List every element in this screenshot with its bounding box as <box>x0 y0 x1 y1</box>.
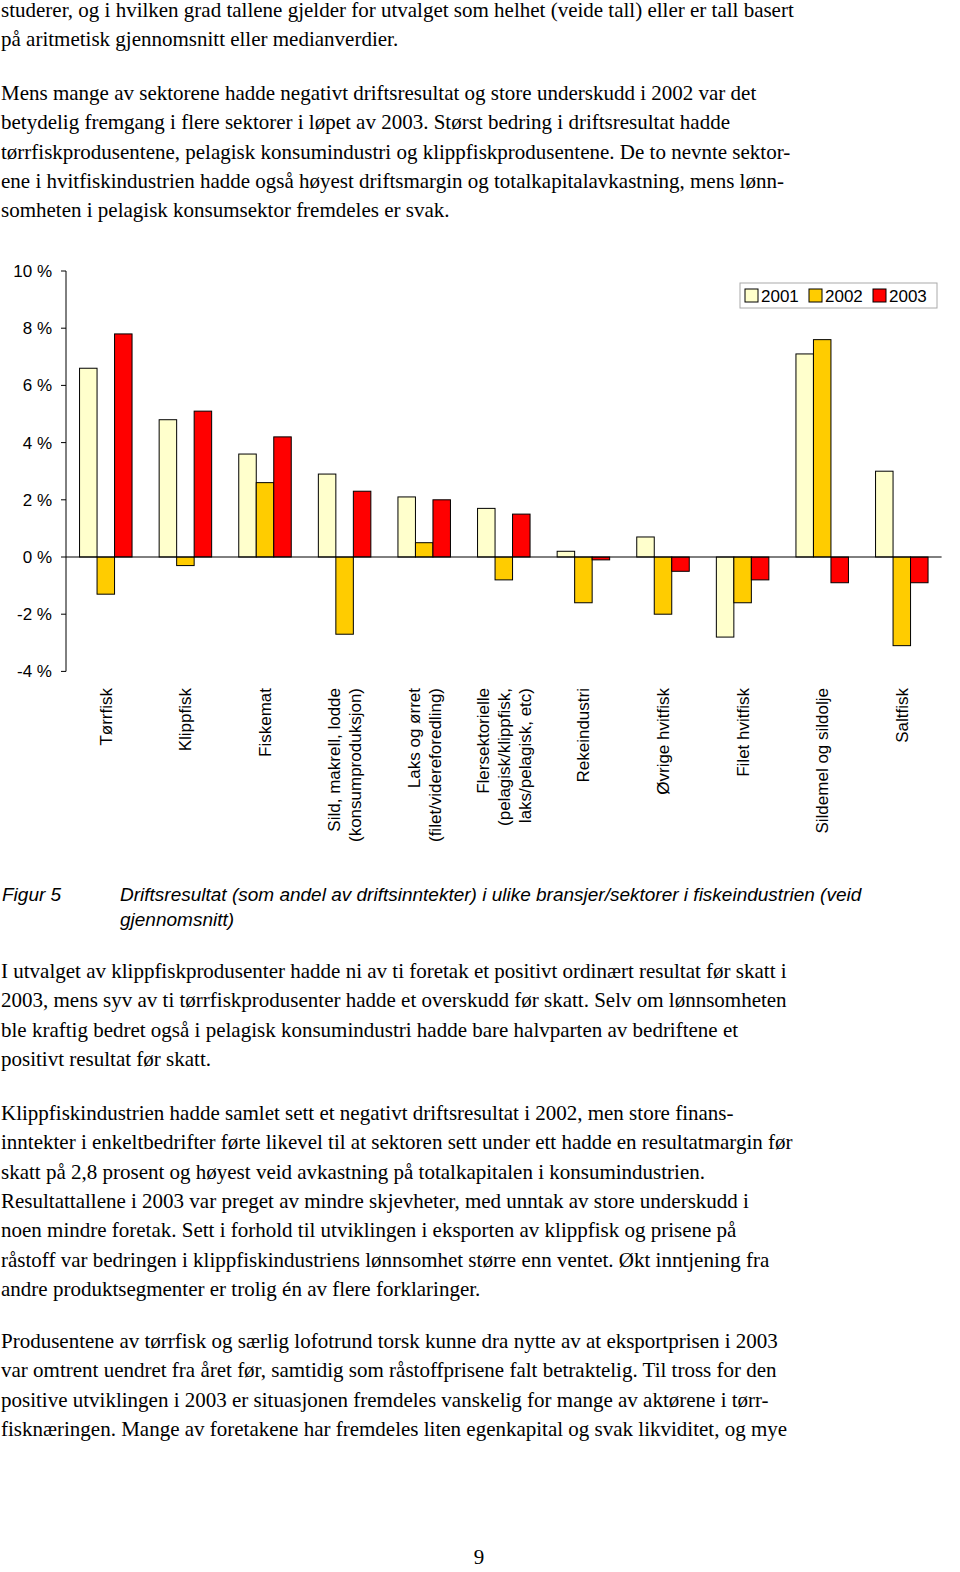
y-tick-label: 8 % <box>23 319 52 338</box>
bar <box>813 340 831 557</box>
text-line: Klippfiskindustrien hadde samlet sett et… <box>1 1099 734 1127</box>
text-line: tørrfiskprodusentene, pelagisk konsumind… <box>1 138 790 166</box>
y-tick-label: 10 % <box>13 262 52 281</box>
bar <box>115 334 133 557</box>
y-tick <box>61 385 66 386</box>
bar <box>637 537 655 557</box>
bar <box>716 557 734 637</box>
bar <box>398 497 416 557</box>
text-line: inntekter i enkeltbedrifter førte likeve… <box>1 1128 793 1156</box>
category-label: Sild, makrell, lodde(konsumproduksjon) <box>325 688 365 842</box>
bar <box>495 557 513 580</box>
text-line: positivt resultat før skatt. <box>1 1045 211 1073</box>
text-line: noen mindre foretak. Sett i forhold til … <box>1 1216 736 1244</box>
text-line: positive utviklingen i 2003 er situasjon… <box>1 1386 769 1414</box>
category-label: Tørrfisk <box>97 688 116 746</box>
bars <box>80 334 929 646</box>
bar <box>831 557 849 583</box>
bar <box>734 557 752 603</box>
bar <box>911 557 929 583</box>
bar <box>194 411 212 557</box>
text-line: råstoff var bedringen i klippfiskindustr… <box>1 1246 769 1274</box>
legend-label: 2002 <box>825 287 863 306</box>
category-label: Sildemel og sildolje <box>813 688 832 834</box>
category-label: Fiskemat <box>256 688 275 757</box>
legend-box <box>740 283 937 308</box>
text-line: studerer, og i hvilken grad tallene gjel… <box>1 0 794 24</box>
bar <box>672 557 690 571</box>
y-tick-label: -2 % <box>17 605 52 624</box>
bar <box>159 420 177 557</box>
legend-label: 2001 <box>761 287 799 306</box>
text-line: somheten i pelagisk konsumsektor fremdel… <box>1 196 449 224</box>
y-tick-label: 2 % <box>23 491 52 510</box>
text-line: Resultattallene i 2003 var preget av min… <box>1 1187 749 1215</box>
bar <box>274 437 292 557</box>
bar <box>239 454 257 557</box>
legend-swatch <box>873 289 886 302</box>
legend-label: 2003 <box>889 287 927 306</box>
bar <box>177 557 195 566</box>
y-tick <box>61 557 66 558</box>
figure-label: Figur 5 <box>2 882 61 907</box>
text-line: I utvalget av klippfiskprodusenter hadde… <box>1 957 787 985</box>
bar <box>336 557 354 634</box>
y-tick-label: -4 % <box>17 662 52 681</box>
bar <box>97 557 115 594</box>
bar <box>796 354 814 557</box>
bar <box>893 557 911 646</box>
x-axis <box>66 557 942 558</box>
bar <box>415 543 433 557</box>
category-label: Øvrige hvitfisk <box>654 688 673 795</box>
y-tick <box>61 499 66 500</box>
category-label: Flersektorielle(pelagisk/klippfisk,laks/… <box>474 688 535 826</box>
y-tick-label: 4 % <box>23 434 52 453</box>
bar <box>557 551 575 557</box>
legend-swatch <box>745 289 758 302</box>
category-label: Saltfisk <box>893 688 912 743</box>
bar <box>575 557 593 603</box>
y-tick-label: 6 % <box>23 376 52 395</box>
bar <box>353 491 371 557</box>
category-label: Laks og ørret(filet/videreforedling) <box>405 688 445 842</box>
bar <box>876 471 894 557</box>
bar <box>256 483 274 557</box>
bar <box>654 557 672 614</box>
bar <box>80 368 98 557</box>
y-tick <box>61 614 66 615</box>
text-line: ble kraftig bedret også i pelagisk konsu… <box>1 1016 738 1044</box>
text-line: skatt på 2,8 prosent og høyest veid avka… <box>1 1158 705 1186</box>
category-label: Klippfisk <box>176 688 195 752</box>
figure-caption: Driftsresultat (som andel av driftsinnte… <box>120 882 950 932</box>
y-tick <box>61 671 66 672</box>
category-label: Filet hvitfisk <box>734 688 753 777</box>
legend-swatch <box>809 289 822 302</box>
bar <box>751 557 769 580</box>
text-line: på aritmetisk gjennomsnitt eller medianv… <box>1 25 398 53</box>
bar <box>433 500 451 557</box>
chart: -4 % -2 % 0 % 2 % 4 % 6 % 8 % 10 % Tørrfisk Klipp… <box>0 0 960 1572</box>
text-line: ene i hvitfiskindustrien hadde også høye… <box>1 167 784 195</box>
text-line: 2003, mens syv av ti tørrfiskprodusenter… <box>1 986 787 1014</box>
bar <box>318 474 336 557</box>
y-tick-label: 0 % <box>23 548 52 567</box>
y-tick <box>61 271 66 272</box>
text-line: Produsentene av tørrfisk og særlig lofot… <box>1 1327 778 1355</box>
category-label: Rekeindustri <box>574 688 593 783</box>
y-axis <box>66 271 67 671</box>
text-line: andre produktsegmenter er trolig én av f… <box>1 1275 480 1303</box>
text-line: fisknæringen. Mange av foretakene har fr… <box>1 1415 787 1443</box>
y-tick <box>61 442 66 443</box>
bar <box>513 514 531 557</box>
text-line: betydelig fremgang i flere sektorer i lø… <box>1 108 730 136</box>
page: studerer, og i hvilken grad tallene gjel… <box>0 0 960 1572</box>
legend: 2001 2002 2003 <box>740 283 937 308</box>
y-tick <box>61 328 66 329</box>
page-number: 9 <box>0 1543 958 1571</box>
bar <box>478 508 496 557</box>
text-line: Mens mange av sektorene hadde negativt d… <box>1 79 756 107</box>
text-line: var omtrent uendret fra året før, samtid… <box>1 1356 777 1384</box>
